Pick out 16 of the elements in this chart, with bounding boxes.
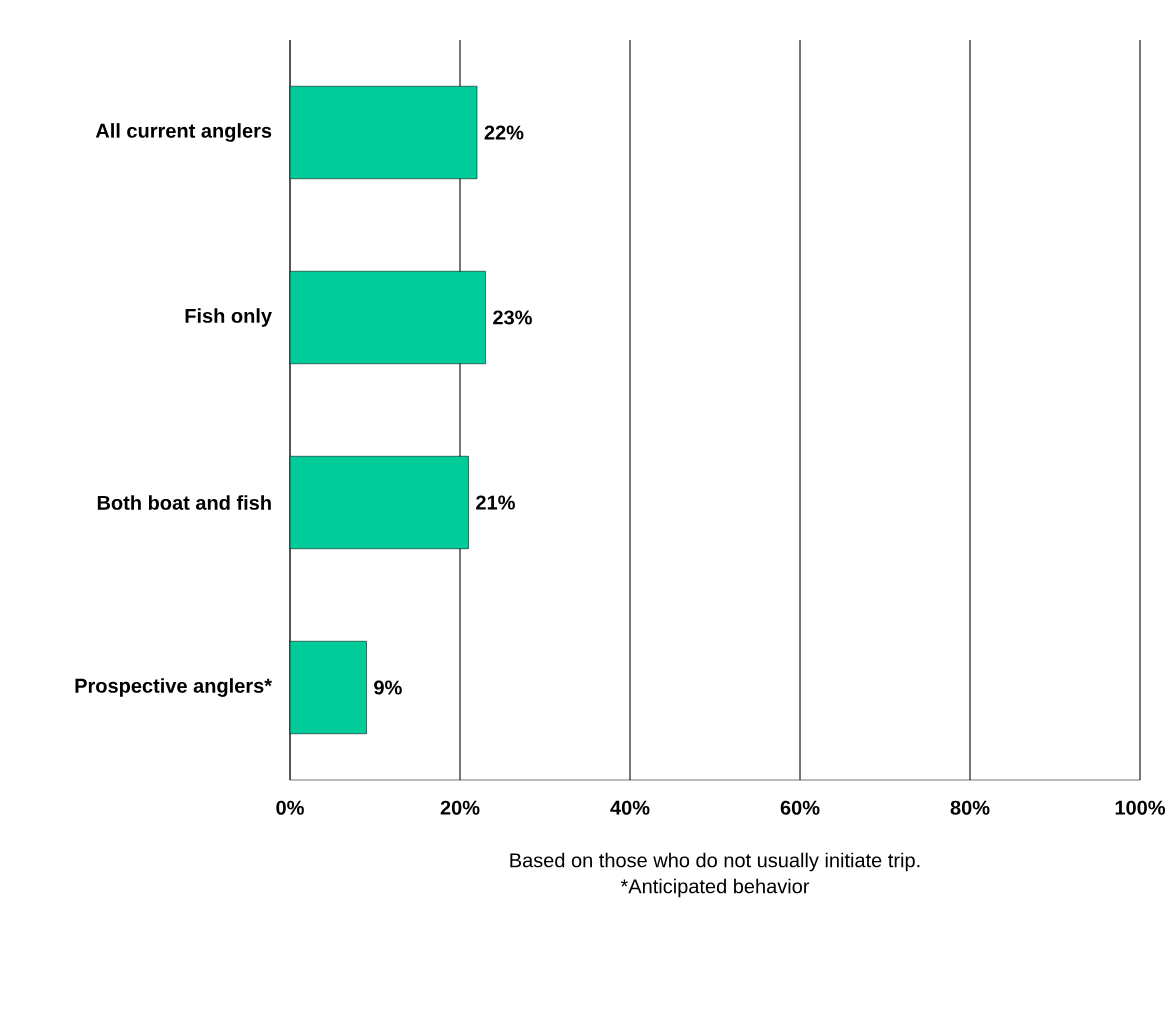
x-tick-label: 100% xyxy=(1115,800,1166,815)
text: *Anticipated behavior xyxy=(620,878,810,898)
x-tick-label: 80% xyxy=(950,800,990,815)
data-label: 23% xyxy=(493,310,532,325)
y-tick-label: Fish only xyxy=(185,308,272,327)
data-label: 22% xyxy=(484,125,524,140)
data-label: 9% xyxy=(374,680,402,695)
y-tick-label: Both boat and fish xyxy=(97,495,271,510)
x-tick-label: 40% xyxy=(610,800,650,815)
data-label: 21% xyxy=(476,495,515,510)
y-tick-label: Prospective anglers* xyxy=(75,678,272,697)
y-tick-label: All current anglers xyxy=(95,123,272,142)
text: Based on those who do not usually initiate trip. xyxy=(510,852,920,872)
x-tick-label: 0% xyxy=(276,800,304,815)
x-tick-label: 20% xyxy=(440,800,480,815)
x-tick-label: 60% xyxy=(780,800,820,815)
